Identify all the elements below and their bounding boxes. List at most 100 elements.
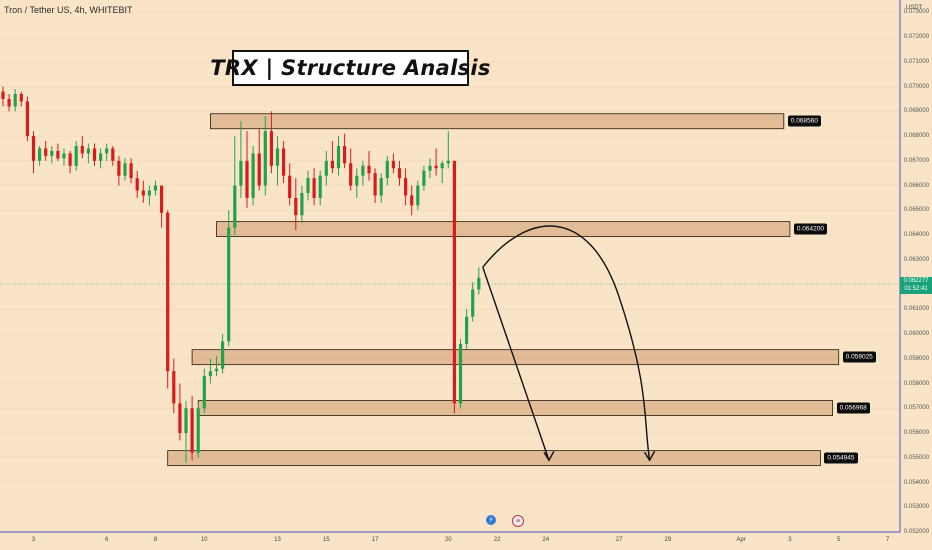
candle [440,160,444,184]
candle-body [68,153,72,166]
candle [7,94,11,112]
projection-drawings[interactable] [482,225,656,462]
candle-body [1,91,5,99]
candle [251,145,255,206]
candle-body [312,178,316,198]
time-tick: 6 [105,537,109,543]
time-tick: 8 [153,537,158,543]
time-tick: 27 [615,537,623,543]
price-tick: 0.065000 [904,207,930,214]
candle-body [257,153,261,186]
candle-body [434,165,438,169]
candle-body [92,148,97,161]
price-tick: 0.054000 [904,479,930,486]
candle [147,185,151,206]
candle [404,168,408,206]
candle-body [251,153,255,198]
candle-body [239,160,243,186]
candle-body [178,403,182,434]
candle-body [123,163,127,176]
candle-body [343,145,347,164]
candle [416,180,420,211]
candle [257,128,261,191]
zone-range-support[interactable] [216,221,791,238]
candle [86,143,90,164]
candle-body [190,408,194,453]
level-label-range-support: 0.064200 [793,223,828,235]
candle-body [282,148,286,176]
candle [50,145,54,164]
price-tick: 0.070000 [904,83,930,90]
candle [153,180,158,196]
candle-body [452,160,456,404]
candle [184,400,188,463]
candle [410,185,414,216]
zone-support-1[interactable] [191,349,840,366]
price-tick: 0.072000 [904,34,930,41]
candle [208,358,212,384]
candle-body [105,148,109,154]
candle [458,338,463,409]
candle-body [471,289,475,317]
candle [391,153,395,174]
candle [306,170,310,201]
candle-body [56,150,60,159]
zone-support-2[interactable] [197,400,834,416]
candle-body [31,136,36,161]
price-tick: 0.060000 [904,331,930,338]
candlesticks [1,86,481,463]
candle [221,334,225,374]
price-tick: 0.063000 [904,256,930,263]
candle [19,91,23,107]
candle-body [385,160,389,179]
candle [190,395,194,461]
candle [471,282,475,322]
candle [160,185,164,228]
candle [13,89,17,112]
price-tick: 0.053000 [904,504,930,511]
candle [465,309,469,349]
candle-body [44,148,48,156]
candle-body [25,101,29,137]
candle-body [221,341,225,369]
candle-body [324,160,328,176]
candle [1,86,5,107]
candle-body [391,160,395,169]
candle-body [135,178,139,191]
time-tick: Apr [736,537,746,543]
lightning-event-icon[interactable]: ⚡ [486,515,496,525]
candle-body [294,197,298,216]
candle [361,160,365,186]
candle [68,150,72,174]
candle-body [245,160,249,198]
candle-body [379,178,383,196]
candle-body [202,376,206,409]
candle [452,160,456,414]
candle-body [300,193,304,216]
candle [117,155,121,186]
candle [99,148,103,169]
candle-body [397,168,402,179]
candle [343,133,347,169]
zone-support-3[interactable] [167,450,821,467]
candle [31,131,36,174]
zone-resistance-top[interactable] [209,113,785,130]
projection-path-long[interactable] [482,225,651,461]
candle-body [275,148,280,166]
us-flag-event-icon[interactable]: ≡ [512,515,524,527]
candle [446,131,450,169]
candle [111,145,115,166]
level-label-support-1: 0.059025 [842,351,876,363]
projection-path-short[interactable] [482,267,550,461]
price-tick: 0.057000 [904,405,930,412]
candle-body [141,190,145,196]
candle [214,356,219,377]
level-label-support-3: 0.054945 [824,452,858,464]
price-tick: 0.068000 [904,133,930,140]
candle-body [440,163,444,169]
candle [379,173,383,203]
horizontal-zones[interactable] [167,113,840,467]
chart-title-box[interactable]: TRX | Structure Analsis [210,50,490,86]
candle-body [38,148,42,161]
